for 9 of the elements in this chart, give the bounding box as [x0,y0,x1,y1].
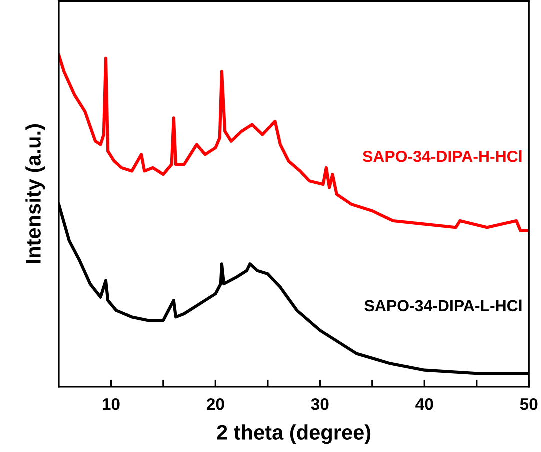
x-tick-label: 50 [520,398,538,410]
y-axis-title: Intensity (a.u.) [26,124,46,264]
x-tick-label: 20 [206,398,224,410]
x-tick-label: 30 [311,398,329,410]
text: SAPO-34-DIPA-L-HCl [364,300,522,312]
x-tick-label: 10 [102,398,120,410]
x-axis-title: 2 theta (degree) [217,424,371,444]
x-tick-label: 40 [416,398,434,410]
text: SAPO-34-DIPA-H-HCl [362,150,522,162]
